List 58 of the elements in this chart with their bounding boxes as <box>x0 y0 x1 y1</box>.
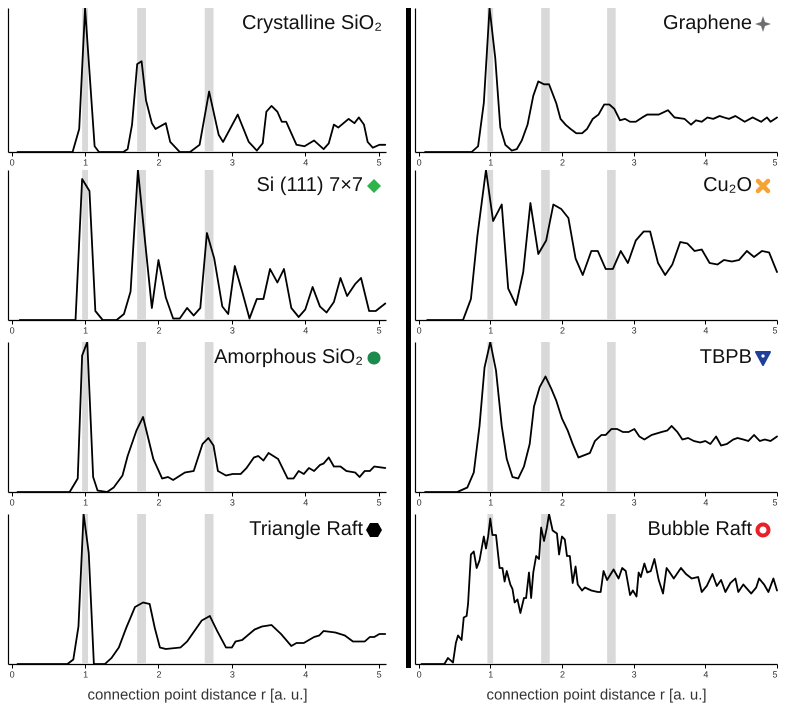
chart-title: TBPB <box>700 346 752 369</box>
chart-title: Bubble Raft <box>647 518 752 541</box>
x-tick-label: 1 <box>488 158 494 168</box>
x-tick-label: 5 <box>772 158 778 168</box>
x-tick-label: 1 <box>83 498 88 508</box>
x-tick-label: 4 <box>703 326 708 336</box>
x-tick-label: 3 <box>632 498 637 508</box>
x-tick-label: 3 <box>632 670 637 680</box>
x-tick-label: 5 <box>376 158 382 168</box>
x-tick-label: 2 <box>560 158 565 168</box>
x-tick-label: 2 <box>156 498 162 508</box>
x-tick-label: 4 <box>303 158 308 168</box>
x-tick-label: 1 <box>83 670 88 680</box>
x-tick-label: 4 <box>303 670 308 680</box>
x-tick-label: 4 <box>303 326 308 336</box>
x-tick-label: 0 <box>416 158 422 168</box>
x-tick-label: 2 <box>156 670 162 680</box>
x-tick-label: 4 <box>303 498 308 508</box>
x-tick-label: 2 <box>560 326 565 336</box>
x-tick-label: 0 <box>10 158 15 168</box>
x-tick-label: 0 <box>10 498 15 508</box>
x-axis-title: connection point distance r [a. u.] <box>486 686 707 704</box>
x-tick-label: 4 <box>703 670 708 680</box>
x-tick-label: 5 <box>772 670 778 680</box>
x-tick-label: 5 <box>376 326 382 336</box>
x-tick-label: 1 <box>488 326 494 336</box>
chart-title: Cu₂O <box>703 174 752 197</box>
x-tick-label: 0 <box>416 326 422 336</box>
x-tick-label: 1 <box>488 670 494 680</box>
x-axis-title: connection point distance r [a. u.] <box>87 686 308 704</box>
x-tick-label: 5 <box>376 670 382 680</box>
x-tick-label: 2 <box>560 498 565 508</box>
x-tick-label: 3 <box>632 158 637 168</box>
x-tick-label: 0 <box>416 498 422 508</box>
chart-title: Crystalline SiO₂ <box>242 12 382 35</box>
x-tick-label: 3 <box>632 326 637 336</box>
x-tick-label: 2 <box>560 670 565 680</box>
x-tick-label: 0 <box>416 670 422 680</box>
x-tick-label: 3 <box>230 498 235 508</box>
chart-title: Amorphous SiO₂ <box>214 346 363 369</box>
chart-title: Si (111) 7×7 <box>256 174 363 197</box>
x-tick-label: 5 <box>772 498 778 508</box>
x-tick-label: 4 <box>703 498 708 508</box>
x-tick-label: 3 <box>230 326 235 336</box>
x-tick-label: 5 <box>376 498 382 508</box>
x-tick-label: 1 <box>488 498 494 508</box>
chart-title: Graphene <box>663 12 752 35</box>
x-tick-label: 2 <box>156 326 162 336</box>
x-tick-label: 3 <box>230 670 235 680</box>
x-tick-label: 0 <box>10 326 15 336</box>
x-tick-label: 1 <box>83 326 88 336</box>
chart-title: Triangle Raft <box>249 518 363 541</box>
x-tick-label: 0 <box>10 670 15 680</box>
x-tick-label: 1 <box>83 158 88 168</box>
x-tick-label: 2 <box>156 158 162 168</box>
x-tick-label: 3 <box>230 158 235 168</box>
x-tick-label: 4 <box>703 158 708 168</box>
x-tick-label: 5 <box>772 326 778 336</box>
